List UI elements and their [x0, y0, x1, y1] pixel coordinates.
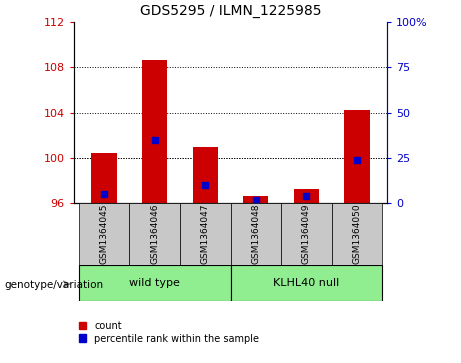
Bar [180, 203, 230, 265]
Text: GSM1364048: GSM1364048 [251, 204, 260, 264]
Legend: count, percentile rank within the sample: count, percentile rank within the sample [79, 321, 259, 344]
Bar [281, 203, 331, 265]
Bar [142, 60, 167, 203]
Bar [79, 265, 230, 301]
Bar [344, 110, 370, 203]
Bar [230, 265, 382, 301]
Text: GSM1364047: GSM1364047 [201, 204, 210, 264]
Bar [294, 188, 319, 203]
Bar [91, 153, 117, 203]
Text: GSM1364045: GSM1364045 [100, 204, 109, 264]
Bar [193, 147, 218, 203]
Bar [79, 203, 130, 265]
Bar [243, 196, 268, 203]
Title: GDS5295 / ILMN_1225985: GDS5295 / ILMN_1225985 [140, 4, 321, 18]
Text: GSM1364049: GSM1364049 [302, 204, 311, 264]
Text: GSM1364050: GSM1364050 [352, 204, 361, 265]
Bar [130, 203, 180, 265]
Bar [230, 203, 281, 265]
Text: wild type: wild type [129, 278, 180, 288]
Bar [331, 203, 382, 265]
Text: KLHL40 null: KLHL40 null [273, 278, 339, 288]
Text: GSM1364046: GSM1364046 [150, 204, 159, 264]
Text: genotype/variation: genotype/variation [5, 280, 104, 290]
